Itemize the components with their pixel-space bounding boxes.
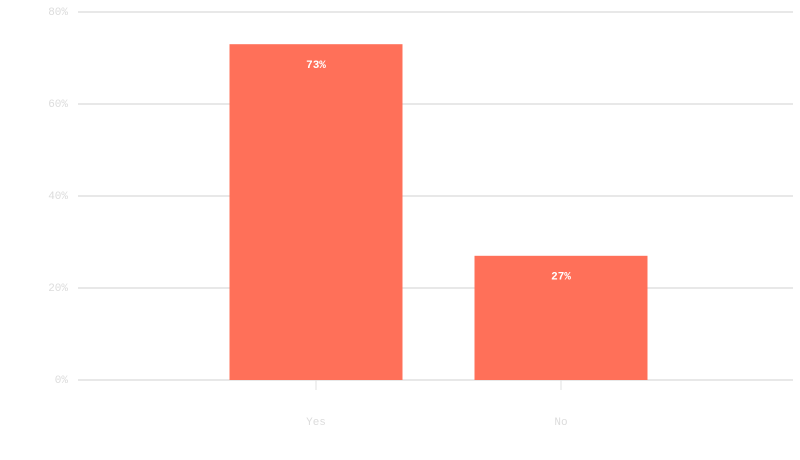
y-tick-label: 20% [48, 283, 68, 295]
x-tick-label: No [554, 417, 567, 429]
y-tick-label: 40% [48, 191, 68, 203]
value-label: 27% [551, 272, 571, 284]
bar [474, 255, 648, 380]
y-tick-label: 0% [55, 375, 69, 387]
y-tick-label: 80% [48, 7, 68, 19]
y-tick-label: 60% [48, 99, 68, 111]
value-label: 73% [306, 60, 326, 72]
x-tick-label: Yes [306, 417, 326, 429]
bar [229, 44, 403, 380]
